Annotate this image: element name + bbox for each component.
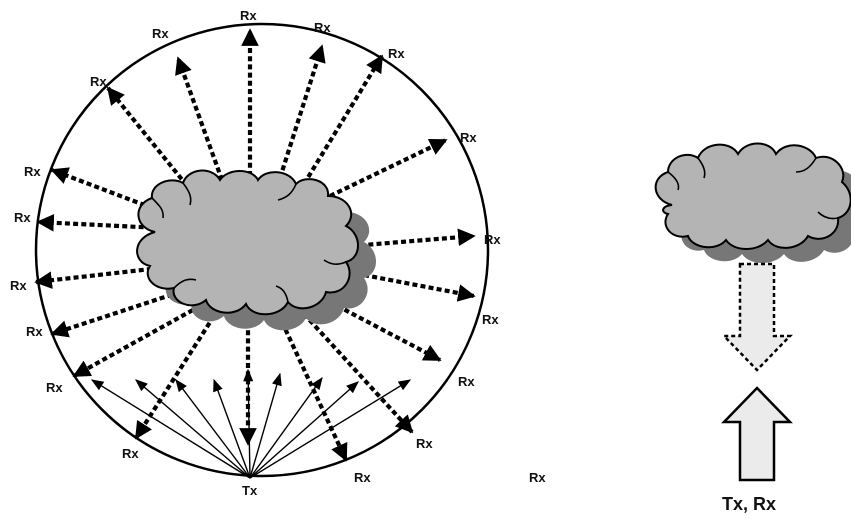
transmitter-label: Tx	[242, 483, 258, 498]
receiver-label: Rx	[484, 232, 501, 247]
scatter-ray	[329, 138, 448, 198]
scatter-rays	[34, 28, 476, 462]
transceiver-caption: Tx, Rx	[722, 494, 776, 514]
receiver-label: Rx	[240, 8, 257, 23]
cloud-body	[136, 169, 359, 316]
receiver-label: Rx	[314, 20, 331, 35]
coverage-circle	[34, 22, 490, 478]
receiver-label: Rx	[460, 130, 477, 145]
receiver-label: Rx	[46, 380, 63, 395]
receiver-label: Rx	[388, 46, 405, 61]
receiver-label: Rx	[26, 324, 43, 339]
transmit-ray	[249, 381, 359, 479]
scattering-cloud	[136, 169, 376, 331]
scatter-ray	[280, 321, 348, 462]
scatter-diagram: Rx Rx Rx Rx Rx Rx Rx Rx Rx Rx Rx Rx Rx Rx Rx Rx Rx Tx	[10, 8, 501, 498]
transmit-ray	[249, 376, 323, 479]
scatter-ray	[347, 269, 476, 302]
receiver-labels: Rx Rx Rx Rx Rx Rx Rx Rx Rx Rx Rx Rx Rx Rx Rx Rx Rx	[10, 8, 501, 485]
right-cloud-detail-lines	[667, 157, 839, 220]
receiver-label: Rx	[354, 470, 371, 485]
scatter-ray	[329, 300, 442, 362]
cloud-detail-lines	[151, 182, 347, 303]
transmit-ray	[249, 372, 282, 479]
backscatter-arrow	[721, 262, 793, 372]
scatter-ray	[106, 86, 194, 194]
receiver-label: Rx	[416, 436, 433, 451]
receiver-label: Rx	[152, 26, 169, 41]
scatter-ray	[302, 54, 384, 186]
scatter-ray	[50, 290, 181, 338]
stray-rx-label: Rx	[529, 470, 546, 485]
monostatic-diagram: Tx, Rx	[654, 142, 851, 514]
receiver-label: Rx	[482, 312, 499, 327]
transmit-ray	[213, 378, 251, 479]
scatter-ray	[351, 228, 476, 249]
receiver-label: Rx	[122, 446, 139, 461]
receiver-label: Rx	[14, 210, 31, 225]
scatter-ray	[34, 265, 161, 289]
receiver-label: Rx	[24, 164, 41, 179]
scatter-ray	[175, 56, 224, 181]
right-cloud-body	[654, 142, 851, 250]
transmit-arrow	[721, 386, 793, 482]
receiver-label: Rx	[10, 278, 27, 293]
transmit-ray	[175, 378, 251, 479]
scatter-ray	[36, 213, 161, 232]
receiver-label: Rx	[90, 74, 107, 89]
scatter-ray	[277, 44, 326, 179]
receiver-label: Rx	[458, 374, 475, 389]
transmit-ray	[135, 379, 251, 479]
transmit-ray	[90, 379, 251, 479]
transmit-rays	[90, 368, 412, 479]
scatter-ray	[302, 312, 414, 434]
